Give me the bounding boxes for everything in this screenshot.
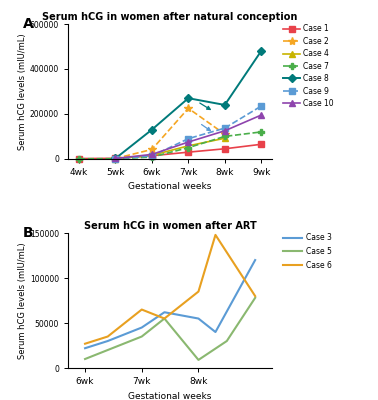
Case 6 (105, 334, 110, 339)
Case 10 (259, 113, 263, 118)
Case 8 (150, 127, 154, 132)
Case 9 (223, 126, 227, 130)
Case 3 (105, 339, 110, 344)
Case 10 (223, 128, 227, 133)
Case 1 (186, 150, 191, 154)
Title: Serum hCG in women after ART: Serum hCG in women after ART (84, 221, 257, 231)
Case 5 (139, 334, 144, 339)
Case 4 (113, 156, 118, 161)
Case 6 (196, 289, 201, 294)
Case 7 (259, 130, 263, 134)
Case 4 (186, 144, 191, 148)
Case 9 (150, 154, 154, 158)
Line: Case 2: Case 2 (111, 104, 229, 163)
Case 6 (253, 294, 257, 298)
Case 4 (223, 136, 227, 141)
Case 3 (213, 330, 218, 334)
Text: A: A (23, 17, 34, 31)
Case 1 (259, 142, 263, 147)
Title: Serum hCG in women after natural conception: Serum hCG in women after natural concept… (42, 12, 298, 22)
Line: Case 6: Case 6 (85, 235, 255, 344)
Case 8 (259, 48, 263, 53)
Case 6 (213, 232, 218, 237)
Case 7 (77, 156, 81, 161)
Y-axis label: Serum hCG levels (mIU/mL): Serum hCG levels (mIU/mL) (18, 33, 27, 150)
Case 5 (225, 339, 229, 344)
Case 2 (223, 132, 227, 136)
Legend: Case 3, Case 5, Case 6: Case 3, Case 5, Case 6 (280, 230, 335, 273)
Case 9 (186, 136, 191, 141)
Case 8 (223, 102, 227, 107)
Text: B: B (23, 226, 34, 240)
Case 2 (150, 147, 154, 152)
Case 3 (196, 316, 201, 321)
Line: Case 5: Case 5 (85, 298, 255, 360)
Case 2 (113, 156, 118, 161)
Case 8 (113, 156, 118, 161)
Case 5 (253, 296, 257, 300)
Line: Case 9: Case 9 (113, 103, 264, 162)
Case 7 (186, 145, 191, 150)
Case 2 (186, 106, 191, 111)
Case 10 (186, 140, 191, 144)
Case 3 (139, 325, 144, 330)
Case 6 (162, 316, 167, 321)
Case 7 (223, 134, 227, 139)
Case 3 (253, 258, 257, 262)
Case 1 (77, 156, 81, 161)
Case 1 (150, 153, 154, 158)
Case 8 (186, 96, 191, 100)
Case 5 (162, 316, 167, 321)
Line: Case 8: Case 8 (113, 48, 264, 161)
Case 9 (259, 104, 263, 108)
X-axis label: Gestational weeks: Gestational weeks (129, 182, 212, 192)
Case 10 (113, 156, 118, 161)
Case 3 (83, 346, 87, 351)
Case 6 (83, 341, 87, 346)
Case 3 (162, 310, 167, 315)
Case 9 (113, 156, 118, 161)
Line: Case 4: Case 4 (113, 136, 228, 162)
Line: Case 10: Case 10 (113, 112, 264, 161)
Legend: Case 1, Case 2, Case 4, Case 7, Case 8, Case 9, Case 10: Case 1, Case 2, Case 4, Case 7, Case 8, … (280, 21, 337, 111)
Case 1 (113, 156, 118, 161)
Case 6 (139, 307, 144, 312)
Case 7 (113, 156, 118, 161)
Case 5 (83, 357, 87, 362)
Case 1 (223, 146, 227, 151)
Line: Case 3: Case 3 (85, 260, 255, 348)
Case 5 (105, 348, 110, 352)
Y-axis label: Serum hCG levels (mIU/mL): Serum hCG levels (mIU/mL) (18, 242, 27, 359)
Line: Case 7: Case 7 (76, 129, 264, 162)
Case 5 (196, 358, 201, 362)
X-axis label: Gestational weeks: Gestational weeks (129, 392, 212, 400)
Line: Case 1: Case 1 (76, 142, 264, 161)
Case 4 (150, 153, 154, 158)
Case 7 (150, 155, 154, 160)
Case 10 (150, 152, 154, 157)
